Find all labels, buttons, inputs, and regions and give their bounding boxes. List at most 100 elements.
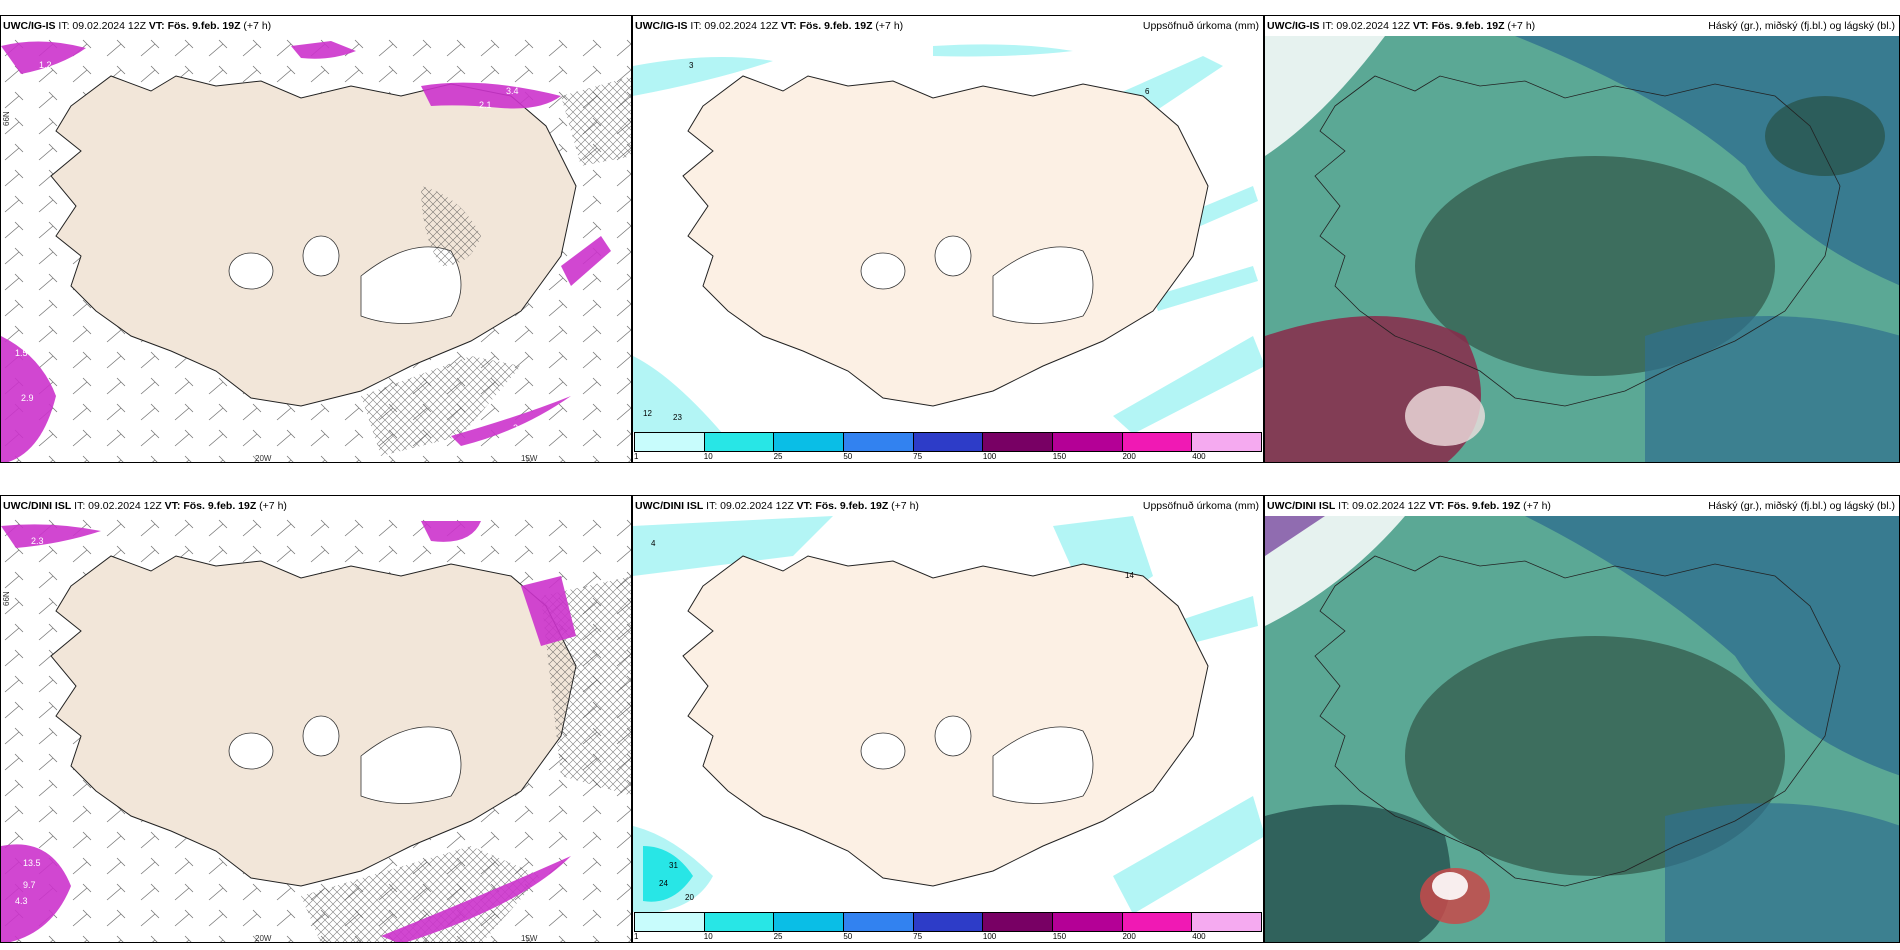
colorbar-tick: 50 — [843, 452, 853, 461]
lon-label-15w: 15W — [521, 454, 538, 463]
colorbar-swatch — [1053, 913, 1123, 931]
value-label: 23 — [673, 413, 682, 422]
issue-time: IT: 09.02.2024 12Z — [1335, 500, 1429, 512]
colorbar-tick: 75 — [913, 932, 923, 941]
cloud-map — [1265, 516, 1899, 942]
value-label: 13.5 — [23, 858, 41, 868]
colorbar-tick: 100 — [982, 932, 997, 941]
colorbar-tick: 400 — [1192, 452, 1206, 461]
panel-title: Uppsöfnuð úrkoma (mm) — [1142, 500, 1259, 512]
colorbar-swatch — [774, 433, 845, 451]
value-label: 6 — [1145, 87, 1150, 96]
precip-map: 3 6 12 23 — [633, 44, 1263, 434]
value-label: 3 — [689, 61, 694, 70]
colorbar-swatch — [774, 913, 845, 931]
value-label: 2.1 — [513, 423, 526, 433]
issue-time: IT: 09.02.2024 12Z — [71, 500, 165, 512]
wind-map: 2.3 0.3 13.5 9.7 4.3 66N 20W 15W — [1, 516, 631, 943]
lead-time: (+7 h) — [888, 500, 919, 512]
valid-time: VT: Fös. 9.feb. 19Z — [1428, 500, 1521, 512]
colorbar-tick: 75 — [913, 452, 923, 461]
panel-wind-ig: UWC/IG-IS IT: 09.02.2024 12Z VT: Fös. 9.… — [0, 15, 632, 463]
lead-time: (+7 h) — [1520, 500, 1551, 512]
valid-time: VT: Fös. 9.feb. 19Z — [780, 20, 873, 32]
model-name: UWC/IG-IS — [1267, 20, 1320, 32]
panel-wind-dini: UWC/DINI ISL IT: 09.02.2024 12Z VT: Fös.… — [0, 495, 632, 943]
value-label: 2.9 — [21, 393, 34, 403]
colorbar-swatch — [1192, 433, 1262, 451]
issue-time: IT: 09.02.2024 12Z — [55, 20, 149, 32]
colorbar-swatch — [635, 433, 705, 451]
colorbar-tick: 100 — [982, 452, 997, 461]
value-label: 1.5 — [15, 348, 28, 358]
colorbar-swatch — [913, 433, 984, 451]
lead-time: (+7 h) — [240, 20, 272, 32]
lon-label-20w: 20W — [255, 934, 272, 943]
lead-time: (+7 h) — [1504, 20, 1536, 32]
value-label: 2.3 — [31, 536, 44, 546]
colorbar-tick: 200 — [1122, 932, 1136, 941]
colorbar-swatch — [1053, 433, 1123, 451]
model-name: UWC/DINI ISL — [635, 500, 704, 512]
panel-header: UWC/DINI ISL IT: 09.02.2024 12Z VT: Fös.… — [1265, 496, 1899, 516]
model-name: UWC/IG-IS — [3, 20, 56, 32]
colorbar: 1 10 25 50 75 100 150 200 400 — [633, 432, 1263, 462]
lat-label: 66N — [2, 591, 11, 606]
colorbar-tick: 25 — [773, 452, 783, 461]
panel-header: UWC/IG-IS IT: 09.02.2024 12Z VT: Fös. 9.… — [633, 16, 1263, 36]
value-label: 24 — [659, 879, 668, 888]
wind-map: 1.2 3.4 2.1 1.5 2.9 2.1 66N 20W 15W — [1, 36, 631, 463]
panel-title: Háský (gr.), miðský (fj.bl.) og lágský (… — [1708, 500, 1895, 512]
model-name: UWC/IG-IS — [635, 20, 688, 32]
value-label: 31 — [669, 861, 678, 870]
value-label: 12 — [643, 409, 652, 418]
colorbar-ticks: 1 10 25 50 75 100 150 200 400 — [634, 451, 1262, 462]
issue-time: IT: 09.02.2024 12Z — [687, 20, 781, 32]
colorbar-tick: 150 — [1052, 452, 1067, 461]
colorbar-swatch — [1122, 913, 1193, 931]
value-label: 0.3 — [46, 800, 59, 810]
colorbar-tick: 10 — [703, 452, 713, 461]
lat-label: 66N — [2, 111, 11, 126]
colorbar-swatch — [1122, 433, 1193, 451]
colorbar-swatch — [983, 913, 1054, 931]
panel-precip-dini: UWC/DINI ISL IT: 09.02.2024 12Z VT: Fös.… — [632, 495, 1264, 943]
colorbar-swatch — [913, 913, 984, 931]
value-label: 9.7 — [23, 880, 36, 890]
panel-header: UWC/IG-IS IT: 09.02.2024 12Z VT: Fös. 9.… — [1, 16, 631, 36]
colorbar-swatches — [634, 912, 1262, 932]
colorbar-swatch — [635, 913, 705, 931]
colorbar-swatch — [704, 433, 775, 451]
colorbar-tick: 1 — [634, 932, 639, 941]
colorbar-swatches — [634, 432, 1262, 452]
panel-cloud-ig: UWC/IG-IS IT: 09.02.2024 12Z VT: Fös. 9.… — [1264, 15, 1900, 463]
lon-label-20w: 20W — [255, 454, 272, 463]
precip-map: 4 14 31 24 20 — [633, 516, 1263, 914]
value-label: 4.3 — [15, 896, 28, 906]
model-name: UWC/DINI ISL — [1267, 500, 1336, 512]
valid-time: VT: Fös. 9.feb. 19Z — [796, 500, 889, 512]
panel-header: UWC/IG-IS IT: 09.02.2024 12Z VT: Fös. 9.… — [1265, 16, 1899, 36]
value-label: 3.4 — [506, 86, 519, 96]
colorbar-tick: 50 — [843, 932, 853, 941]
lead-time: (+7 h) — [872, 20, 904, 32]
lon-label-15w: 15W — [521, 934, 538, 943]
colorbar-tick: 1 — [634, 452, 639, 461]
colorbar-tick: 400 — [1192, 932, 1206, 941]
panel-precip-ig: UWC/IG-IS IT: 09.02.2024 12Z VT: Fös. 9.… — [632, 15, 1264, 463]
colorbar-swatch — [704, 913, 775, 931]
colorbar-swatch — [844, 433, 914, 451]
panel-cloud-dini: UWC/DINI ISL IT: 09.02.2024 12Z VT: Fös.… — [1264, 495, 1900, 943]
value-label: 20 — [685, 893, 694, 902]
value-label: 2.1 — [479, 100, 492, 110]
model-name: UWC/DINI ISL — [3, 500, 72, 512]
colorbar-tick: 10 — [703, 932, 713, 941]
value-label: 4 — [651, 539, 656, 548]
issue-time: IT: 09.02.2024 12Z — [1319, 20, 1413, 32]
value-label: 14 — [1125, 571, 1134, 580]
valid-time: VT: Fös. 9.feb. 19Z — [164, 500, 257, 512]
colorbar-swatch — [983, 433, 1054, 451]
colorbar-tick: 25 — [773, 932, 783, 941]
cloud-map — [1265, 36, 1899, 462]
valid-time: VT: Fös. 9.feb. 19Z — [148, 20, 241, 32]
